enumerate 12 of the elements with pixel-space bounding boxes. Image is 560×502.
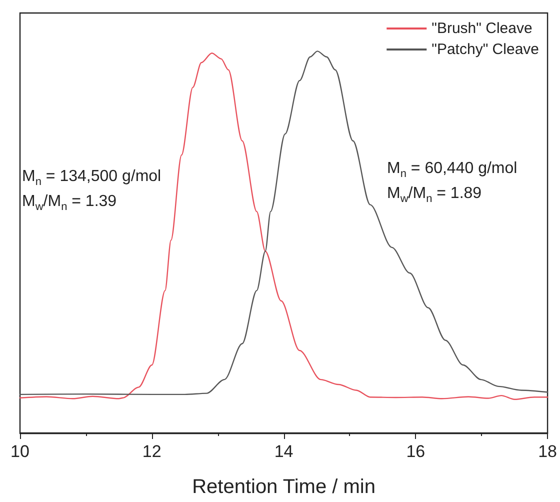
- x-tick-label: 12: [142, 442, 162, 461]
- x-axis-title: Retention Time / min: [192, 476, 376, 498]
- x-tick-label: 14: [274, 442, 294, 461]
- annotation: M$_{n}$ = 134,500 g/mol: [22, 168, 162, 188]
- annotation: M$_{w}$/M$_{n}$ = 1.39: [22, 193, 117, 214]
- annotation: M$_{w}$/M$_{n}$ = 1.89: [387, 185, 482, 206]
- legend-label: "Brush" Cleave: [432, 20, 532, 37]
- legend-label: "Patchy" Cleave: [432, 41, 540, 58]
- x-tick-label: 18: [538, 442, 558, 461]
- annotation: M$_{n}$ = 60,440 g/mol: [387, 160, 518, 180]
- x-tick-label: 16: [406, 442, 426, 461]
- x-tick-label: 10: [10, 442, 30, 461]
